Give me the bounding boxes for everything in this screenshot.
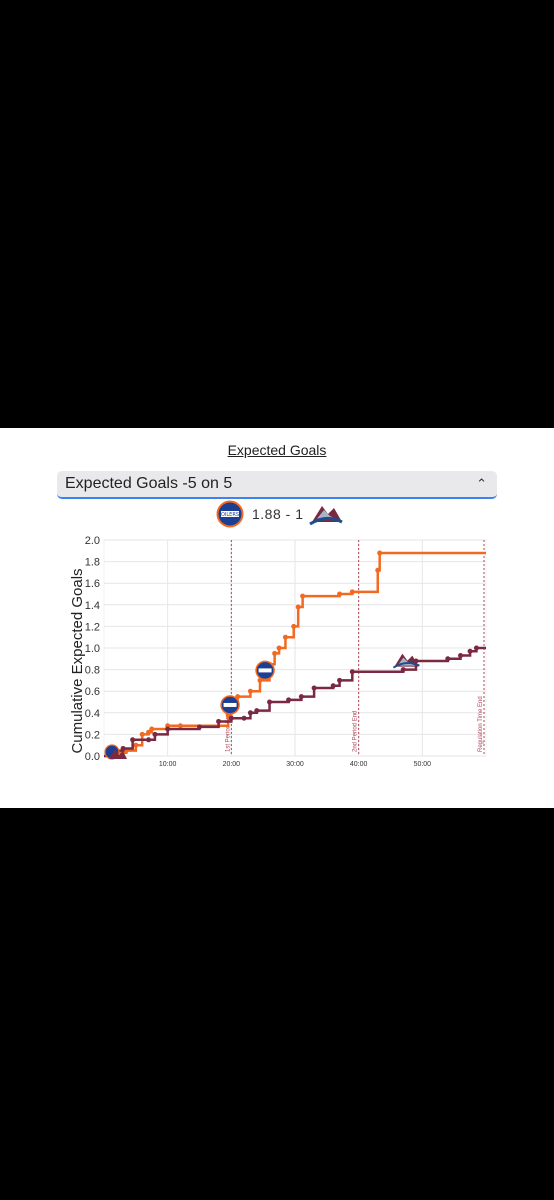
period-marker-label: 2nd Period End [353,711,359,752]
oilers-point [300,593,306,599]
oilers-point [295,604,301,610]
avalanche-point [146,737,152,743]
avalanche-point [311,685,317,691]
x-tick-label: 30:00 [286,761,304,768]
oilers-goal-icon [220,695,240,715]
avalanche-origin-icon [109,749,127,759]
metric-select[interactable]: Expected Goals -5 on 5 ⌃︎ [57,471,497,499]
avalanche-point [467,648,473,654]
avalanche-point [298,694,304,700]
score-header: OILERS 1.88 - 1 [216,500,356,528]
avalanche-point [286,697,292,703]
y-tick-label: 2.0 [85,535,100,547]
y-tick-label: 1.8 [85,557,100,569]
oilers-point [276,645,282,651]
avalanche-point [120,745,126,751]
oilers-point [349,589,355,595]
y-tick-label: 1.4 [85,600,100,612]
y-tick-label: 0.2 [85,729,100,741]
panel-title: Expected Goals [227,442,327,458]
avalanche-point [241,715,247,721]
oilers-point [149,726,155,732]
period-marker-label: 1st Period End [225,713,231,752]
x-tick-label: 50:00 [414,761,432,768]
oilers-point [291,623,297,629]
y-axis-title: Cumulative Expected Goals [69,568,86,753]
avalanche-point [254,708,260,714]
avalanche-point [330,683,336,689]
y-tick-label: 1.0 [85,643,100,655]
oilers-point [272,650,278,656]
oilers-goal-band [258,668,272,673]
avalanche-point [445,656,451,662]
avalanche-point [228,715,234,721]
y-tick-label: 1.6 [85,578,100,590]
avalanche-point [247,710,253,716]
oilers-point [247,688,253,694]
y-tick-label: 0.8 [85,665,100,677]
chevron-up-down-icon: ⌃︎ [476,476,487,491]
period-marker-label: Regulation Time End [478,696,484,752]
svg-text:OILERS: OILERS [221,512,239,518]
oilers-point [337,591,343,597]
avalanche-origin-mountain [109,749,127,759]
avalanche-point [152,731,158,737]
avalanche-point [267,699,273,705]
oilers-point [133,742,139,748]
oilers-goal-icon [255,660,275,681]
x-tick-label: 20:00 [223,761,241,768]
avalanche-goal-swoosh [392,662,420,669]
expected-goals-chart: 0.0 0.2 0.4 0.6 0.8 1.0 1.2 1.4 1.6 1.8 2.0 10:00 20… [69,535,487,768]
y-tick-label: 0.6 [85,686,100,698]
avalanche-point [130,737,136,743]
avalanche-line [104,646,486,758]
avalanche-logo-icon [309,506,343,526]
y-tick-label: 1.2 [85,621,100,633]
avalanche-point [400,667,406,673]
avalanche-point [197,724,202,730]
avalanche-point [337,677,343,683]
avalanche-point [458,653,464,659]
avalanche-point [216,718,222,724]
oilers-logo-icon: OILERS [216,500,244,528]
avalanche-point [473,645,479,651]
oilers-point [375,567,381,573]
x-tick-label: 40:00 [350,761,368,768]
y-tick-label: 0.0 [85,751,100,763]
oilers-point [146,729,152,735]
avalanche-goal-icon [392,653,420,669]
oilers-point [139,731,145,737]
oilers-goal-band [223,702,237,707]
metric-select-value: Expected Goals -5 on 5 [65,475,233,492]
expected-goals-panel: Expected Goals Expected Goals -5 on 5 ⌃︎… [0,428,554,808]
avalanche-point [349,669,355,675]
avalanche-point [165,726,171,732]
oilers-point [177,723,183,729]
y-tick-label: 0.4 [85,708,100,720]
score-text: 1.88 - 1 [252,506,304,522]
oilers-point [282,634,288,640]
oilers-point [377,550,383,556]
x-tick-label: 10:00 [159,761,177,768]
